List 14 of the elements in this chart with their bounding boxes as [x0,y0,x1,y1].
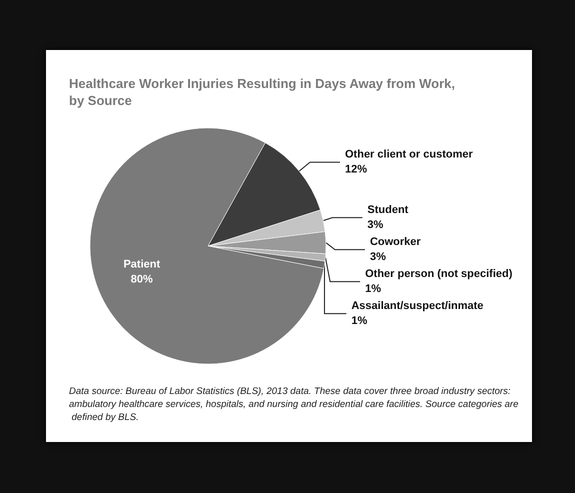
data-label: 1% [365,283,382,296]
data-label: 3% [370,251,386,264]
slice-label: Patient [123,258,160,271]
slice-label: Coworker [370,236,422,248]
slice-label: Student [367,204,409,216]
data-label: 12% [345,164,368,176]
data-label: 1% [351,315,368,328]
slice-label: Other person (not specified) [365,268,513,280]
data-label: 3% [367,219,384,232]
chart-title: Healthcare Worker Injuries Resulting in Days Away from Work, by Source [69,76,456,108]
source-note: Data source: Bureau of Labor Statistics (BLS), 2013 data. These data cover three broad industry sectors: ambulatory healthcare services, hospitals, and nursing and residential care facilities. Source categories are defined by BLS. [69,386,518,423]
data-label: 80% [130,274,154,286]
slice-label: Other client or customer [345,148,474,161]
slice-label: Assailant/suspect/inmate [351,300,484,312]
